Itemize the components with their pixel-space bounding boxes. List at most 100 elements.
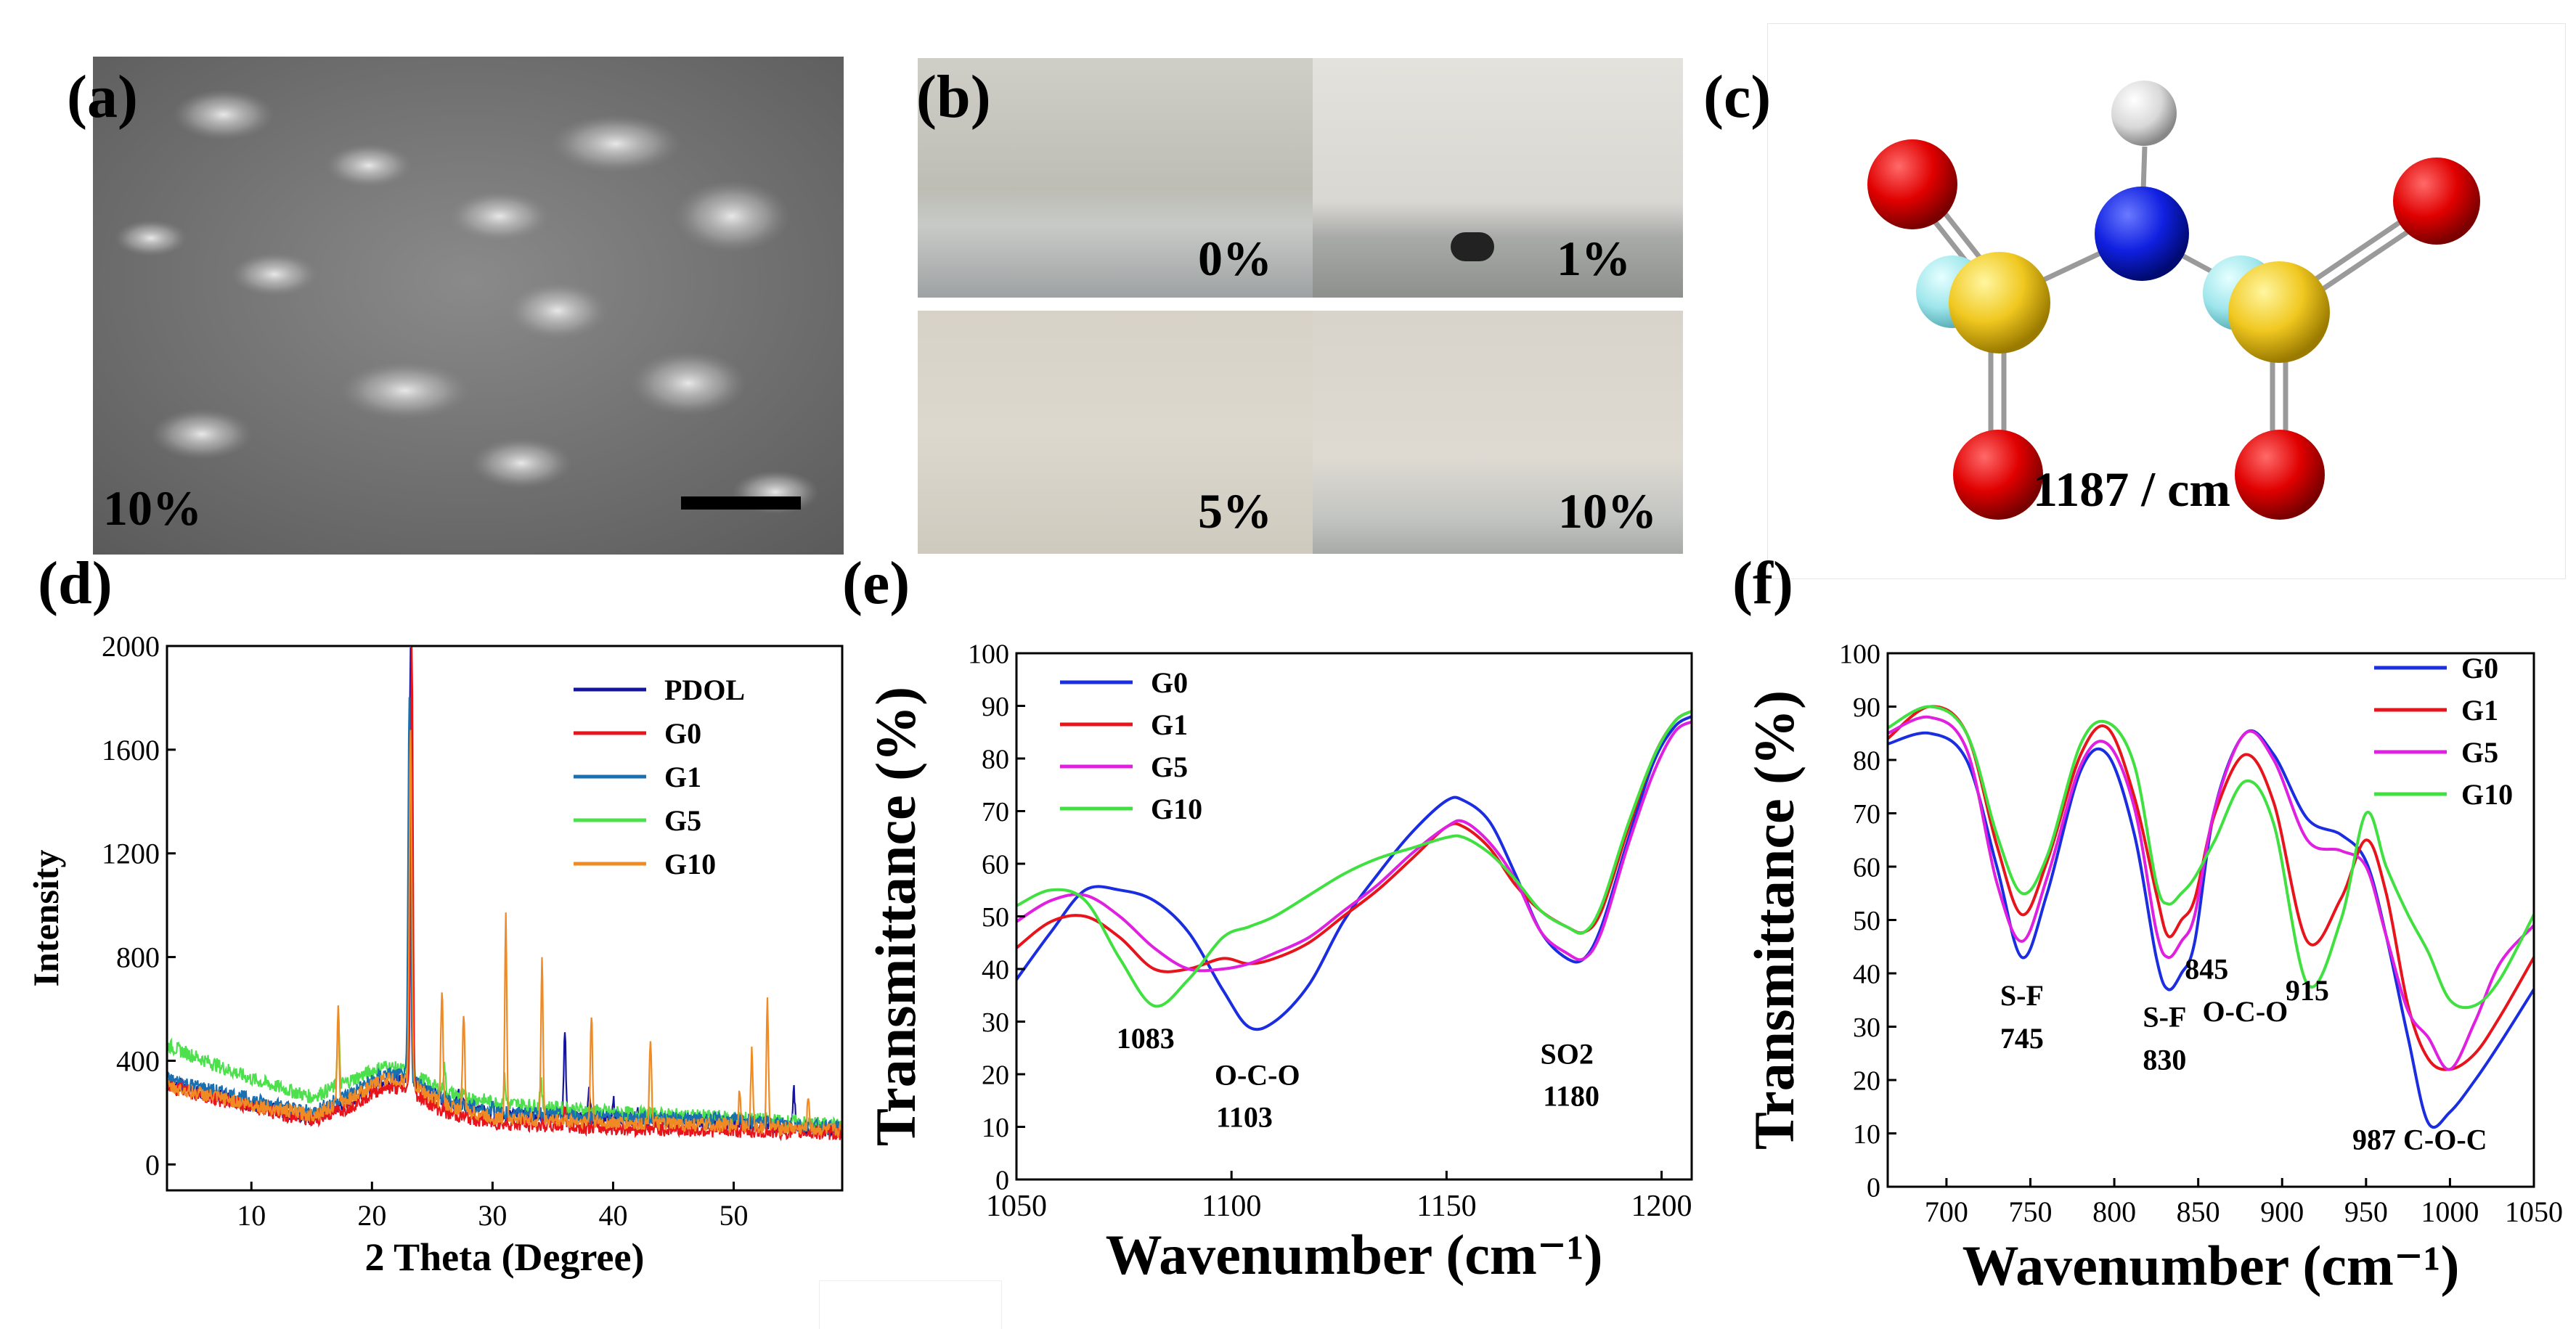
- y-tick-label: 0: [1867, 1172, 1880, 1203]
- frequency-label: 1187 / cm: [2033, 462, 2230, 517]
- xrd-chart: 10 20 30 40 50 0 400 800 1200 1600 2000 2 Theta (De…: [25, 630, 844, 1279]
- y-tick-label: 40: [1853, 959, 1880, 989]
- sem-image: [93, 57, 844, 555]
- series-g0: [1887, 729, 2535, 1129]
- y-tick-label: 10: [982, 1113, 1009, 1143]
- legend-label-g10: G10: [1151, 793, 1202, 825]
- y-tick-label: 10: [1853, 1119, 1880, 1150]
- y-tick-label: 70: [982, 797, 1009, 827]
- atom-o-lower-right: [2235, 430, 2325, 520]
- x-tick-label: 1150: [1417, 1190, 1476, 1223]
- legend-label-g0: G0: [1151, 666, 1188, 699]
- panel-label-d: (d): [38, 549, 113, 617]
- annotation: 845: [2185, 952, 2228, 985]
- plot-frame: [1886, 652, 2535, 1188]
- x-axis-label: 2 Theta (Degree): [365, 1235, 645, 1279]
- x-tick-label: 850: [2177, 1195, 2220, 1228]
- annotation: 1180: [1543, 1080, 1599, 1113]
- x-tick-label: 750: [2008, 1195, 2052, 1228]
- panel-label-e: (e): [842, 549, 910, 617]
- x-tick-label: 950: [2344, 1195, 2388, 1228]
- annotation: SO2: [1541, 1038, 1594, 1071]
- atom-s-left: [1949, 252, 2050, 353]
- y-tick-label: 50: [1853, 906, 1880, 936]
- y-axis-label: Intensity: [25, 850, 66, 987]
- series-g5: [1015, 720, 1693, 973]
- x-tick-label: 800: [2092, 1195, 2136, 1228]
- annotation: O-C-O: [2203, 995, 2288, 1028]
- x-tick-label: 1050: [2505, 1195, 2563, 1228]
- series-g0: [1015, 715, 1693, 1031]
- legend-label-g5: G5: [664, 804, 701, 837]
- atom-n: [2095, 187, 2189, 281]
- ftir-chart-e: 1050 1100 1150 1200 0 10 20 30 40 50 60 70 80 90 100 Wa…: [864, 639, 1693, 1286]
- y-tick-label: 50: [982, 902, 1009, 933]
- y-tick-label: 80: [982, 744, 1009, 774]
- panel-label-a: (a): [67, 63, 138, 131]
- y-axis-label: Transmittance (%): [1743, 690, 1806, 1150]
- y-tick-label: 30: [1853, 1013, 1880, 1043]
- legend-label-g5: G5: [1151, 751, 1188, 783]
- x-tick-label: 10: [237, 1199, 266, 1232]
- atom-o-lower-left: [1953, 430, 2043, 520]
- y-tick-label: 2000: [102, 630, 160, 663]
- annotation: 830: [2143, 1043, 2186, 1076]
- y-tick-label: 90: [982, 692, 1009, 722]
- y-tick-label: 0: [995, 1165, 1009, 1195]
- y-tick-label: 400: [116, 1044, 160, 1077]
- vial-photo-1: [1313, 58, 1683, 298]
- legend-label-g1: G1: [664, 761, 701, 793]
- y-tick-label: 0: [145, 1148, 160, 1181]
- annotation: 915: [2286, 974, 2329, 1007]
- y-tick-label: 40: [982, 954, 1009, 985]
- legend-label-g10: G10: [664, 848, 716, 880]
- y-tick-label: 60: [1853, 852, 1880, 883]
- atom-s-right: [2228, 261, 2330, 363]
- x-tick-label: 1000: [2421, 1195, 2479, 1228]
- ftir-chart-f: 700 750 800 850 900 950 1000 1050 0 10 20 30 40 50 60 7…: [1743, 639, 2563, 1297]
- y-tick-label: 90: [1853, 692, 1880, 723]
- annotation: 987 C-O-C: [2352, 1124, 2487, 1156]
- x-axis-label: Wavenumber (cm⁻¹): [1106, 1223, 1603, 1286]
- legend-label-pdol: PDOL: [664, 674, 745, 706]
- y-axis-label: Transmittance (%): [864, 687, 927, 1146]
- x-tick-label: 1050: [986, 1190, 1047, 1223]
- x-tick-label: 900: [2260, 1195, 2304, 1228]
- series-g1: [1015, 710, 1693, 973]
- annotation: 1083: [1117, 1022, 1175, 1055]
- series-g10: [1016, 710, 1693, 1008]
- y-tick-label: 100: [968, 639, 1009, 669]
- y-tick-label: 1600: [102, 734, 160, 766]
- atom-o-upper-right: [2393, 158, 2480, 245]
- x-tick-label: 30: [478, 1199, 507, 1232]
- y-tick-label: 70: [1853, 799, 1880, 830]
- x-tick-label: 1100: [1202, 1190, 1261, 1223]
- y-tick-label: 100: [1839, 639, 1880, 669]
- vial-label-5: 5%: [1198, 483, 1272, 539]
- series-g5: [1887, 715, 2535, 1071]
- annotation: S-F: [2143, 1001, 2186, 1034]
- x-tick-label: 40: [598, 1199, 627, 1232]
- vial-label-10: 10%: [1558, 483, 1657, 539]
- plot-frame: [166, 645, 844, 1192]
- annotation: 745: [2000, 1022, 2044, 1055]
- y-tick-label: 60: [982, 849, 1009, 880]
- atom-o-upper-left: [1867, 139, 1957, 229]
- x-tick-label: 50: [720, 1199, 749, 1232]
- legend-label-g5: G5: [2461, 736, 2498, 769]
- fsi-molecule: [1867, 81, 2480, 520]
- vial-photo-10: [1313, 311, 1683, 554]
- x-axis-label: Wavenumber (cm⁻¹): [1962, 1234, 2460, 1297]
- y-tick-label: 30: [982, 1007, 1009, 1038]
- vial-label-0: 0%: [1198, 231, 1272, 286]
- y-tick-label: 20: [982, 1060, 1009, 1090]
- annotation: O-C-O: [1215, 1059, 1300, 1092]
- annotation: 1103: [1216, 1101, 1273, 1134]
- atom-h: [2111, 81, 2177, 146]
- caption-box: [819, 1280, 1002, 1329]
- annotation: S-F: [2000, 979, 2044, 1012]
- vial-photo-0: [918, 58, 1333, 298]
- x-tick-label: 20: [357, 1199, 386, 1232]
- molecule-frame: [1767, 23, 2566, 579]
